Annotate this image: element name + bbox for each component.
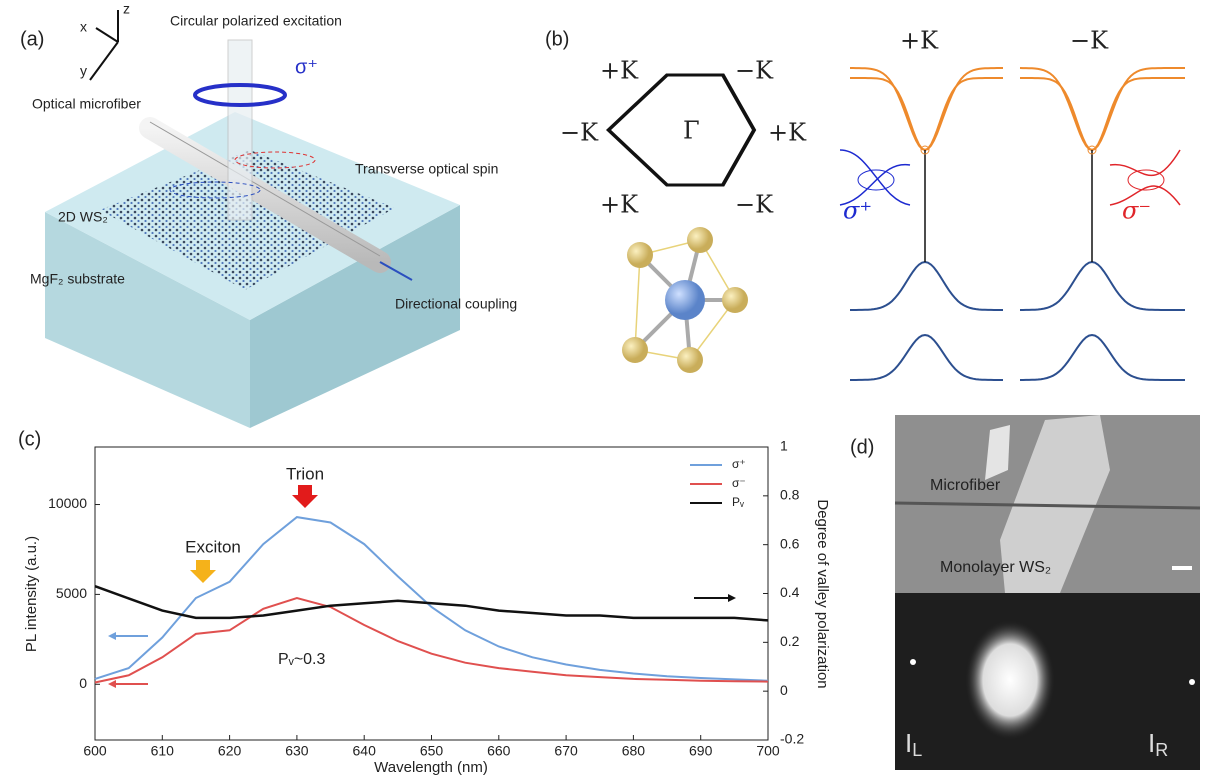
- sigma-label: σ⁺: [295, 56, 318, 78]
- y2-tick-label: 0.8: [780, 487, 800, 503]
- x-tick-label: 700: [756, 743, 780, 759]
- panel-label: (d): [850, 436, 874, 458]
- valence-band: [1020, 262, 1185, 310]
- trion-arrow: [292, 485, 318, 508]
- annotation: Exciton: [185, 537, 241, 556]
- right-spot: [1189, 679, 1195, 685]
- x-tick-label: 670: [554, 743, 578, 759]
- x-tick-label: 680: [622, 743, 646, 759]
- conduction-band: [850, 68, 1003, 150]
- gamma-label: Γ: [683, 117, 700, 145]
- y2-axis-label: Degree of valley polarization: [814, 499, 831, 688]
- x-tick-label: 640: [353, 743, 377, 759]
- y-tick-label: 10000: [48, 495, 87, 511]
- substrate-label: MgF₂ substrate: [30, 271, 125, 287]
- valley-label: −K: [1070, 27, 1109, 55]
- page: (a) x y z Circular polarized excitation …: [0, 0, 1217, 784]
- y2-tick-label: 1: [780, 438, 788, 454]
- figure: (a) x y z Circular polarized excitation …: [0, 0, 1217, 779]
- x-tick-label: 620: [218, 743, 242, 759]
- valence-band: [850, 262, 1003, 310]
- corner-label: −K: [735, 191, 774, 219]
- spin-label: Transverse optical spin: [355, 161, 498, 177]
- label-main: I: [905, 728, 912, 758]
- plot-frame: [95, 447, 768, 740]
- y2-tick-label: 0.6: [780, 535, 800, 551]
- brillouin-hexagon: [609, 75, 755, 185]
- label-sub: L: [912, 740, 922, 760]
- microfiber-label: Microfiber: [930, 477, 1001, 494]
- panel-label: (c): [18, 428, 41, 450]
- y-tick-label: 5000: [56, 585, 87, 601]
- x-tick-label: 650: [420, 743, 444, 759]
- series-line: [95, 598, 768, 683]
- axis-x: [96, 28, 118, 42]
- axis-arrow-head: [108, 680, 116, 688]
- y2-tick-label: -0.2: [780, 731, 804, 747]
- corner-label: +K: [600, 57, 639, 85]
- exciton-arrow: [190, 560, 216, 583]
- corner-label: −K: [735, 57, 774, 85]
- legend-label: Pᵥ: [732, 495, 744, 509]
- panel-label: (a): [20, 28, 44, 50]
- annotation: Pᵥ~0.3: [278, 651, 326, 668]
- y2-tick-label: 0: [780, 682, 788, 698]
- sigma-minus-label: σ⁻: [1122, 197, 1151, 225]
- coupling-label: Directional coupling: [395, 296, 517, 312]
- panel-b: (b) +K −K −K +K +K −K Γ +K −K σ⁺ σ⁻: [545, 27, 1185, 381]
- x-tick-label: 660: [487, 743, 511, 759]
- series-line: [95, 586, 768, 620]
- conduction-band: [1020, 68, 1185, 150]
- axis-label: x: [80, 19, 87, 35]
- y2-tick-label: 0.4: [780, 584, 800, 600]
- axis-arrow-head: [728, 594, 736, 602]
- x-tick-label: 600: [83, 743, 107, 759]
- panel-a: (a) x y z Circular polarized excitation …: [20, 1, 517, 428]
- monolayer-label: Monolayer WS₂: [940, 559, 1051, 576]
- valence-band: [1020, 335, 1185, 380]
- microfiber-label: Optical microfiber: [32, 96, 141, 112]
- axis-label: y: [80, 63, 87, 79]
- axis-y: [90, 42, 118, 80]
- panel-c: (c) Wavelength (nm) PL intensity (a.u.) …: [18, 428, 831, 776]
- axis-arrow-head: [108, 632, 116, 640]
- x-tick-label: 690: [689, 743, 713, 759]
- y-axis-label: PL intensity (a.u.): [23, 536, 40, 652]
- panel-label: (b): [545, 28, 569, 50]
- sigma-plus-label: σ⁺: [843, 197, 872, 225]
- y-tick-label: 0: [79, 675, 87, 691]
- annotation: Trion: [286, 464, 324, 483]
- label-main: I: [1148, 728, 1155, 758]
- valley-label: +K: [900, 27, 939, 55]
- ws2-label: 2D WS₂: [58, 209, 108, 225]
- valence-band: [850, 335, 1003, 380]
- corner-label: −K: [560, 119, 599, 147]
- legend-label: σ⁺: [732, 457, 746, 471]
- conduction-band: [850, 78, 1003, 150]
- left-spot: [910, 659, 916, 665]
- y2-tick-label: 0.2: [780, 633, 800, 649]
- pl-emission: [965, 620, 1055, 740]
- atom-model: [622, 227, 748, 373]
- excitation-label: Circular polarized excitation: [170, 13, 342, 29]
- axis-label: z: [123, 1, 130, 17]
- x-tick-label: 630: [285, 743, 309, 759]
- x-tick-label: 610: [151, 743, 175, 759]
- beam: [228, 40, 252, 220]
- corner-label: +K: [600, 191, 639, 219]
- x-axis-label: Wavelength (nm): [374, 759, 488, 776]
- label-sub: R: [1155, 740, 1168, 760]
- corner-label: +K: [768, 119, 807, 147]
- panel-d: (d) Microfiber Monolayer WS₂ IL IR: [850, 415, 1200, 770]
- legend-label: σ⁻: [732, 476, 746, 490]
